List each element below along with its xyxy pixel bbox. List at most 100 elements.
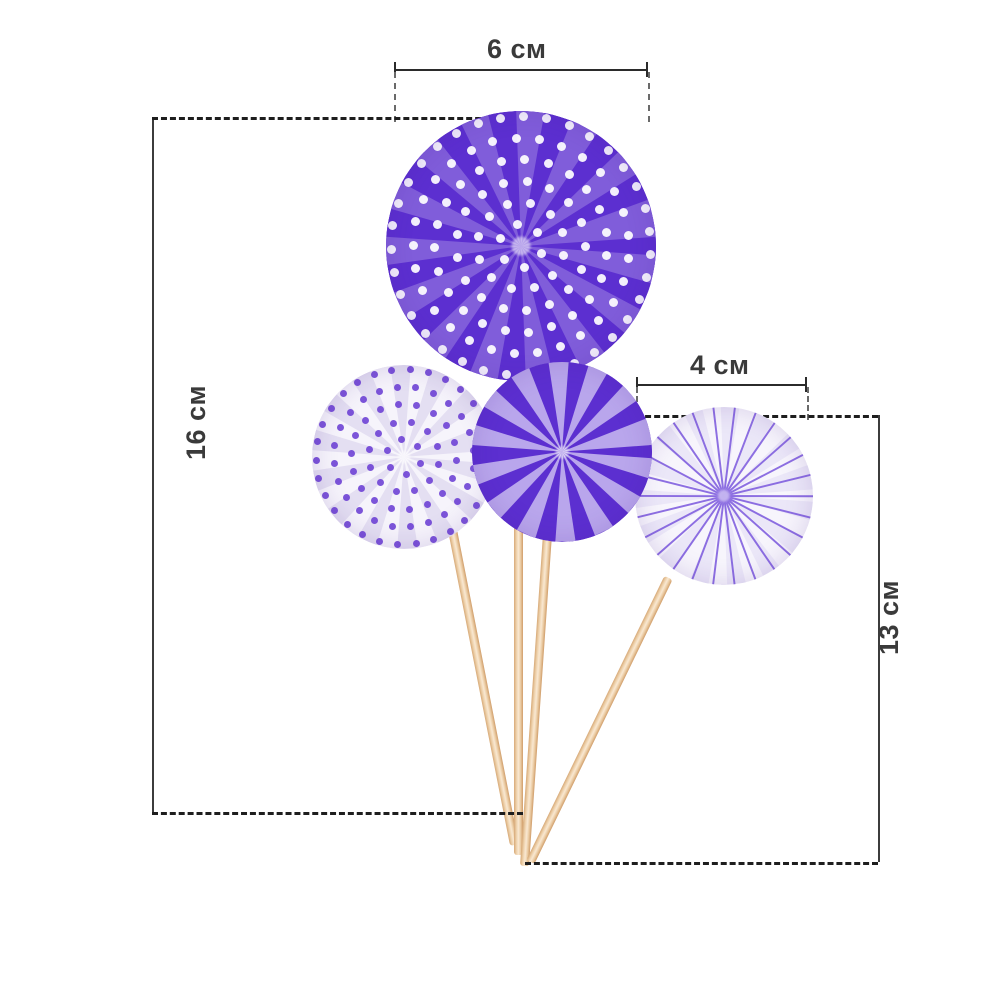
fan-white-polka-dot [348, 450, 356, 458]
fan-white-polka-dot [376, 537, 384, 545]
fan-white-stripe-center [717, 489, 731, 503]
fan-white-polka-dot [416, 459, 424, 467]
fan-white-polka-dot [434, 461, 442, 469]
fan-large-polka-dot [499, 255, 509, 265]
fan-large-polka-dot [466, 145, 476, 155]
fan-large-polka-dot [602, 251, 612, 261]
fan-large-polka-dot [557, 228, 567, 238]
fan-white-polka-dot [384, 447, 392, 455]
fan-large-polka-dot [576, 264, 586, 274]
fan-white-polka-dot [330, 459, 338, 467]
fan-white-polka-dot [374, 429, 382, 437]
fan-white-polka-center [397, 450, 411, 464]
fan-white-polka-dot [430, 535, 438, 543]
fan-white-polka-dot [362, 417, 370, 425]
fan-large-polka-dot [595, 167, 605, 177]
stick-4 [525, 576, 673, 864]
fan-white-polka-dot [327, 404, 335, 412]
fan-white-polka-dot [319, 420, 327, 428]
fan-white-polka-dot [388, 522, 396, 530]
fan-large-polka-dot [443, 288, 453, 298]
fan-white-polka-dot [314, 438, 322, 446]
ext-4cm-right [807, 387, 809, 420]
fan-striped-purple [472, 362, 652, 542]
dimension-line-6cm-cap-left [394, 62, 396, 77]
fan-large-polka-dot [557, 141, 567, 151]
fan-large-polka-dot [558, 250, 568, 260]
dimension-label-16cm: 16 см [181, 384, 211, 460]
fan-large-polka-dot [522, 306, 532, 316]
fan-white-polka-dot [321, 491, 329, 499]
fan-white-polka-dot [403, 470, 411, 478]
fan-large-polka-dot [564, 121, 574, 131]
fan-large-polka-dot [503, 200, 513, 210]
dimension-line-4cm-cap-left [636, 377, 638, 392]
fan-large-polka-dot [594, 205, 604, 215]
fan-white-polka-dot [312, 456, 320, 464]
fan-white-polka-dot [450, 438, 458, 446]
fan-white-polka-dot [424, 519, 432, 527]
fan-white-polka-dot [358, 484, 366, 492]
fan-large-polka-dot [513, 220, 523, 230]
fan-white-polka-dot [452, 456, 460, 464]
fan-large-polka-dot [533, 227, 543, 237]
fan-white-polka-dot [346, 408, 354, 416]
fan-white-polka-dot [388, 366, 396, 374]
fan-large-polka-dot [496, 233, 506, 243]
ext-6cm-right [648, 72, 650, 122]
fan-white-polka-dot [446, 527, 454, 535]
fan-large-polka-dot [545, 299, 555, 309]
fan-large-polka-dot [601, 227, 611, 237]
fan-white-polka-dot [457, 413, 465, 421]
fan-white-polka-dot [438, 489, 446, 497]
fan-large-polka-dot [420, 329, 430, 339]
fan-large-polka-dot [631, 182, 641, 192]
fan-large-polka-dot [431, 175, 441, 185]
fan-large-polka-dot [487, 273, 497, 283]
fan-large-polka-dot [498, 303, 508, 313]
fan-large-polka-dot [520, 155, 530, 165]
fan-large-polka-dot [519, 111, 529, 121]
fan-white-polka-dot [359, 530, 367, 538]
fan-large-polka-dot [432, 220, 442, 230]
fan-large-polka-dot [619, 162, 629, 172]
fan-large-polka-dot [396, 289, 406, 299]
fan-large-polka-dot [576, 218, 586, 228]
fan-large-polka-dot [477, 189, 487, 199]
fan-white-polka-dot [412, 402, 420, 410]
fan-white-polka-dot [397, 436, 405, 444]
fan-large-polka-dot [461, 275, 471, 285]
fan-large-polka-dot [608, 332, 618, 342]
fan-large-polka-dot [478, 319, 488, 329]
fan-white-polka-dot [442, 422, 450, 430]
dimension-label-4cm: 4 см [690, 350, 750, 380]
fan-white-polka-dot [366, 445, 374, 453]
fan-large-polka-dot [416, 158, 426, 168]
fan-large-polka-dot [452, 128, 462, 138]
ext-16cm-top [152, 117, 535, 120]
fan-large-polka-dot [441, 198, 451, 208]
fan-striped-purple-pleats [472, 362, 652, 542]
fan-large-polka-dot [564, 169, 574, 179]
ext-13cm-bottom [525, 862, 878, 865]
fan-large-polka-dot [547, 322, 557, 332]
fan-large-polka-dot [498, 179, 508, 189]
fan-large-polka-dot [477, 293, 487, 303]
fan-large-polka-dot [634, 294, 644, 304]
fan-large-polka-dot [608, 297, 618, 307]
fan-large-polka-dot [484, 212, 494, 222]
fan-large-polka-dot [457, 357, 467, 367]
fan-large-polka-dot [543, 159, 553, 169]
fan-large-polka-dot [445, 323, 455, 333]
fan-large-polka-dot [511, 133, 521, 143]
fan-large-polka-dot [519, 262, 529, 272]
fan-white-polka-dot [429, 389, 437, 397]
fan-white-polka-dot [473, 502, 481, 510]
fan-large-polka-dot [410, 263, 420, 273]
fan-white-polka-dot [429, 409, 437, 417]
fan-large-polka-dot [497, 157, 507, 167]
fan-large-polka-dot [429, 306, 439, 316]
fan-large-polka-dot [619, 207, 629, 217]
fan-large-polka-dot [623, 230, 633, 240]
